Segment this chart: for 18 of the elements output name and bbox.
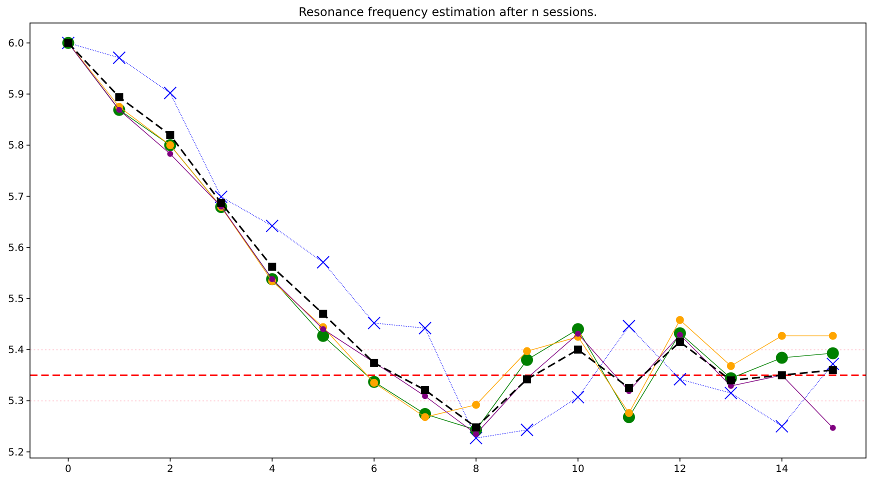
x-tick-label: 2 (166, 464, 174, 475)
x-tick-label: 4 (268, 464, 276, 475)
y-tick-label: 5.3 (8, 396, 24, 408)
y-tick-label: 6.0 (8, 38, 24, 50)
x-tick-label: 12 (674, 464, 686, 475)
x-tick-label: 14 (776, 464, 788, 475)
y-tick-label: 5.9 (8, 90, 24, 101)
y-tick-label: 5.4 (8, 345, 24, 356)
x-tick-label: 8 (472, 464, 480, 475)
y-tick-label: 5.6 (8, 242, 24, 254)
x-tick-label: 6 (370, 464, 378, 475)
y-tick-label: 5.7 (8, 192, 24, 203)
chart-title: Resonance frequency estimation after n sessions. (298, 5, 598, 19)
x-tick-label: 0 (65, 464, 72, 475)
x-tick-label: 10 (572, 464, 584, 475)
y-tick-label: 5.2 (8, 447, 24, 458)
y-tick-label: 5.8 (8, 140, 24, 152)
y-tick-label: 5.5 (8, 294, 24, 306)
